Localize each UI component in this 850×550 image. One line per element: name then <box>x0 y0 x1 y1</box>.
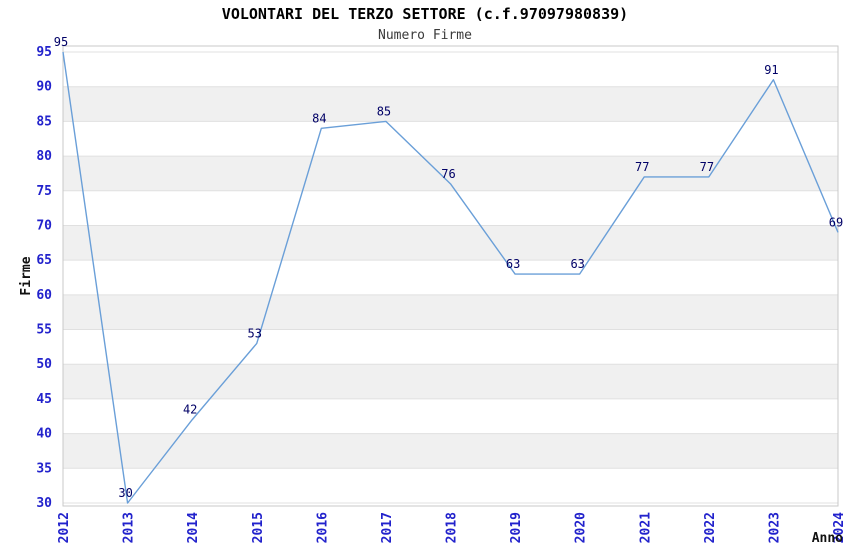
chart-subtitle: Numero Firme <box>378 28 472 43</box>
series-line <box>62 51 839 504</box>
y-tick-label: 75 <box>36 184 52 199</box>
x-tick-label: 2016 <box>315 512 330 543</box>
plot-band <box>63 329 838 365</box>
value-label: 84 <box>312 111 326 125</box>
plot-band <box>63 294 838 330</box>
x-axis-tick-labels: 2012 2013 2014 2015 2016 2017 2018 2019 2020 2021… <box>57 512 847 543</box>
y-tick-label: 40 <box>36 427 52 442</box>
y-tick-label: 45 <box>36 392 52 407</box>
x-tick-label: 2017 <box>380 512 395 543</box>
y-tick-label: 60 <box>36 288 52 303</box>
plot-band <box>63 121 838 157</box>
value-label: 53 <box>248 326 262 340</box>
series-line-group <box>62 51 839 504</box>
y-tick-label: 30 <box>36 496 52 511</box>
value-label: 95 <box>54 35 68 49</box>
y-axis-title: Firme <box>19 256 34 295</box>
value-label: 42 <box>183 403 197 417</box>
y-tick-label: 50 <box>36 357 52 372</box>
y-axis-tick-labels: 30 35 40 45 50 55 60 65 70 75 80 85 90 95 <box>36 45 52 511</box>
plot-band <box>63 398 838 434</box>
plot-band <box>63 190 838 226</box>
y-tick-label: 90 <box>36 80 52 95</box>
value-label: 30 <box>118 486 132 500</box>
y-tick-label: 95 <box>36 45 52 60</box>
plot-band <box>63 225 838 261</box>
x-tick-label: 2015 <box>251 512 266 543</box>
x-tick-label: 2024 <box>832 512 847 543</box>
x-tick-label: 2013 <box>122 512 137 543</box>
plot-bands <box>63 52 838 503</box>
value-labels: 95 30 42 53 84 85 76 63 63 77 77 91 69 <box>54 35 843 500</box>
plot-band <box>63 433 838 469</box>
x-tick-label: 2023 <box>767 512 782 543</box>
x-tick-label: 2018 <box>445 512 460 543</box>
x-tick-label: 2021 <box>638 512 653 543</box>
chart-title: VOLONTARI DEL TERZO SETTORE (c.f.9709798… <box>222 5 628 23</box>
y-tick-label: 35 <box>36 461 52 476</box>
x-tick-label: 2014 <box>186 512 201 543</box>
plot-border <box>62 45 839 507</box>
value-label: 76 <box>441 167 455 181</box>
value-label: 85 <box>377 104 391 118</box>
x-tick-label: 2019 <box>509 512 524 543</box>
y-tick-label: 85 <box>36 114 52 129</box>
x-tick-label: 2020 <box>574 512 589 543</box>
value-label: 91 <box>764 63 778 77</box>
plot-band <box>63 52 838 87</box>
value-label: 63 <box>506 257 520 271</box>
y-tick-label: 80 <box>36 149 52 164</box>
y-tick-label: 70 <box>36 218 52 233</box>
plot-band <box>63 468 838 503</box>
value-label: 63 <box>570 257 584 271</box>
gridlines <box>63 51 838 504</box>
plot-band <box>63 364 838 399</box>
value-label: 77 <box>635 160 649 174</box>
x-axis-title: Anno <box>812 531 843 546</box>
value-label: 77 <box>700 160 714 174</box>
x-tick-label: 2022 <box>703 512 718 543</box>
x-tick-label: 2012 <box>57 512 72 543</box>
plot-band <box>63 86 838 122</box>
plot-band <box>63 260 838 295</box>
y-tick-label: 65 <box>36 253 52 268</box>
value-label: 69 <box>829 215 843 229</box>
y-tick-label: 55 <box>36 323 52 338</box>
